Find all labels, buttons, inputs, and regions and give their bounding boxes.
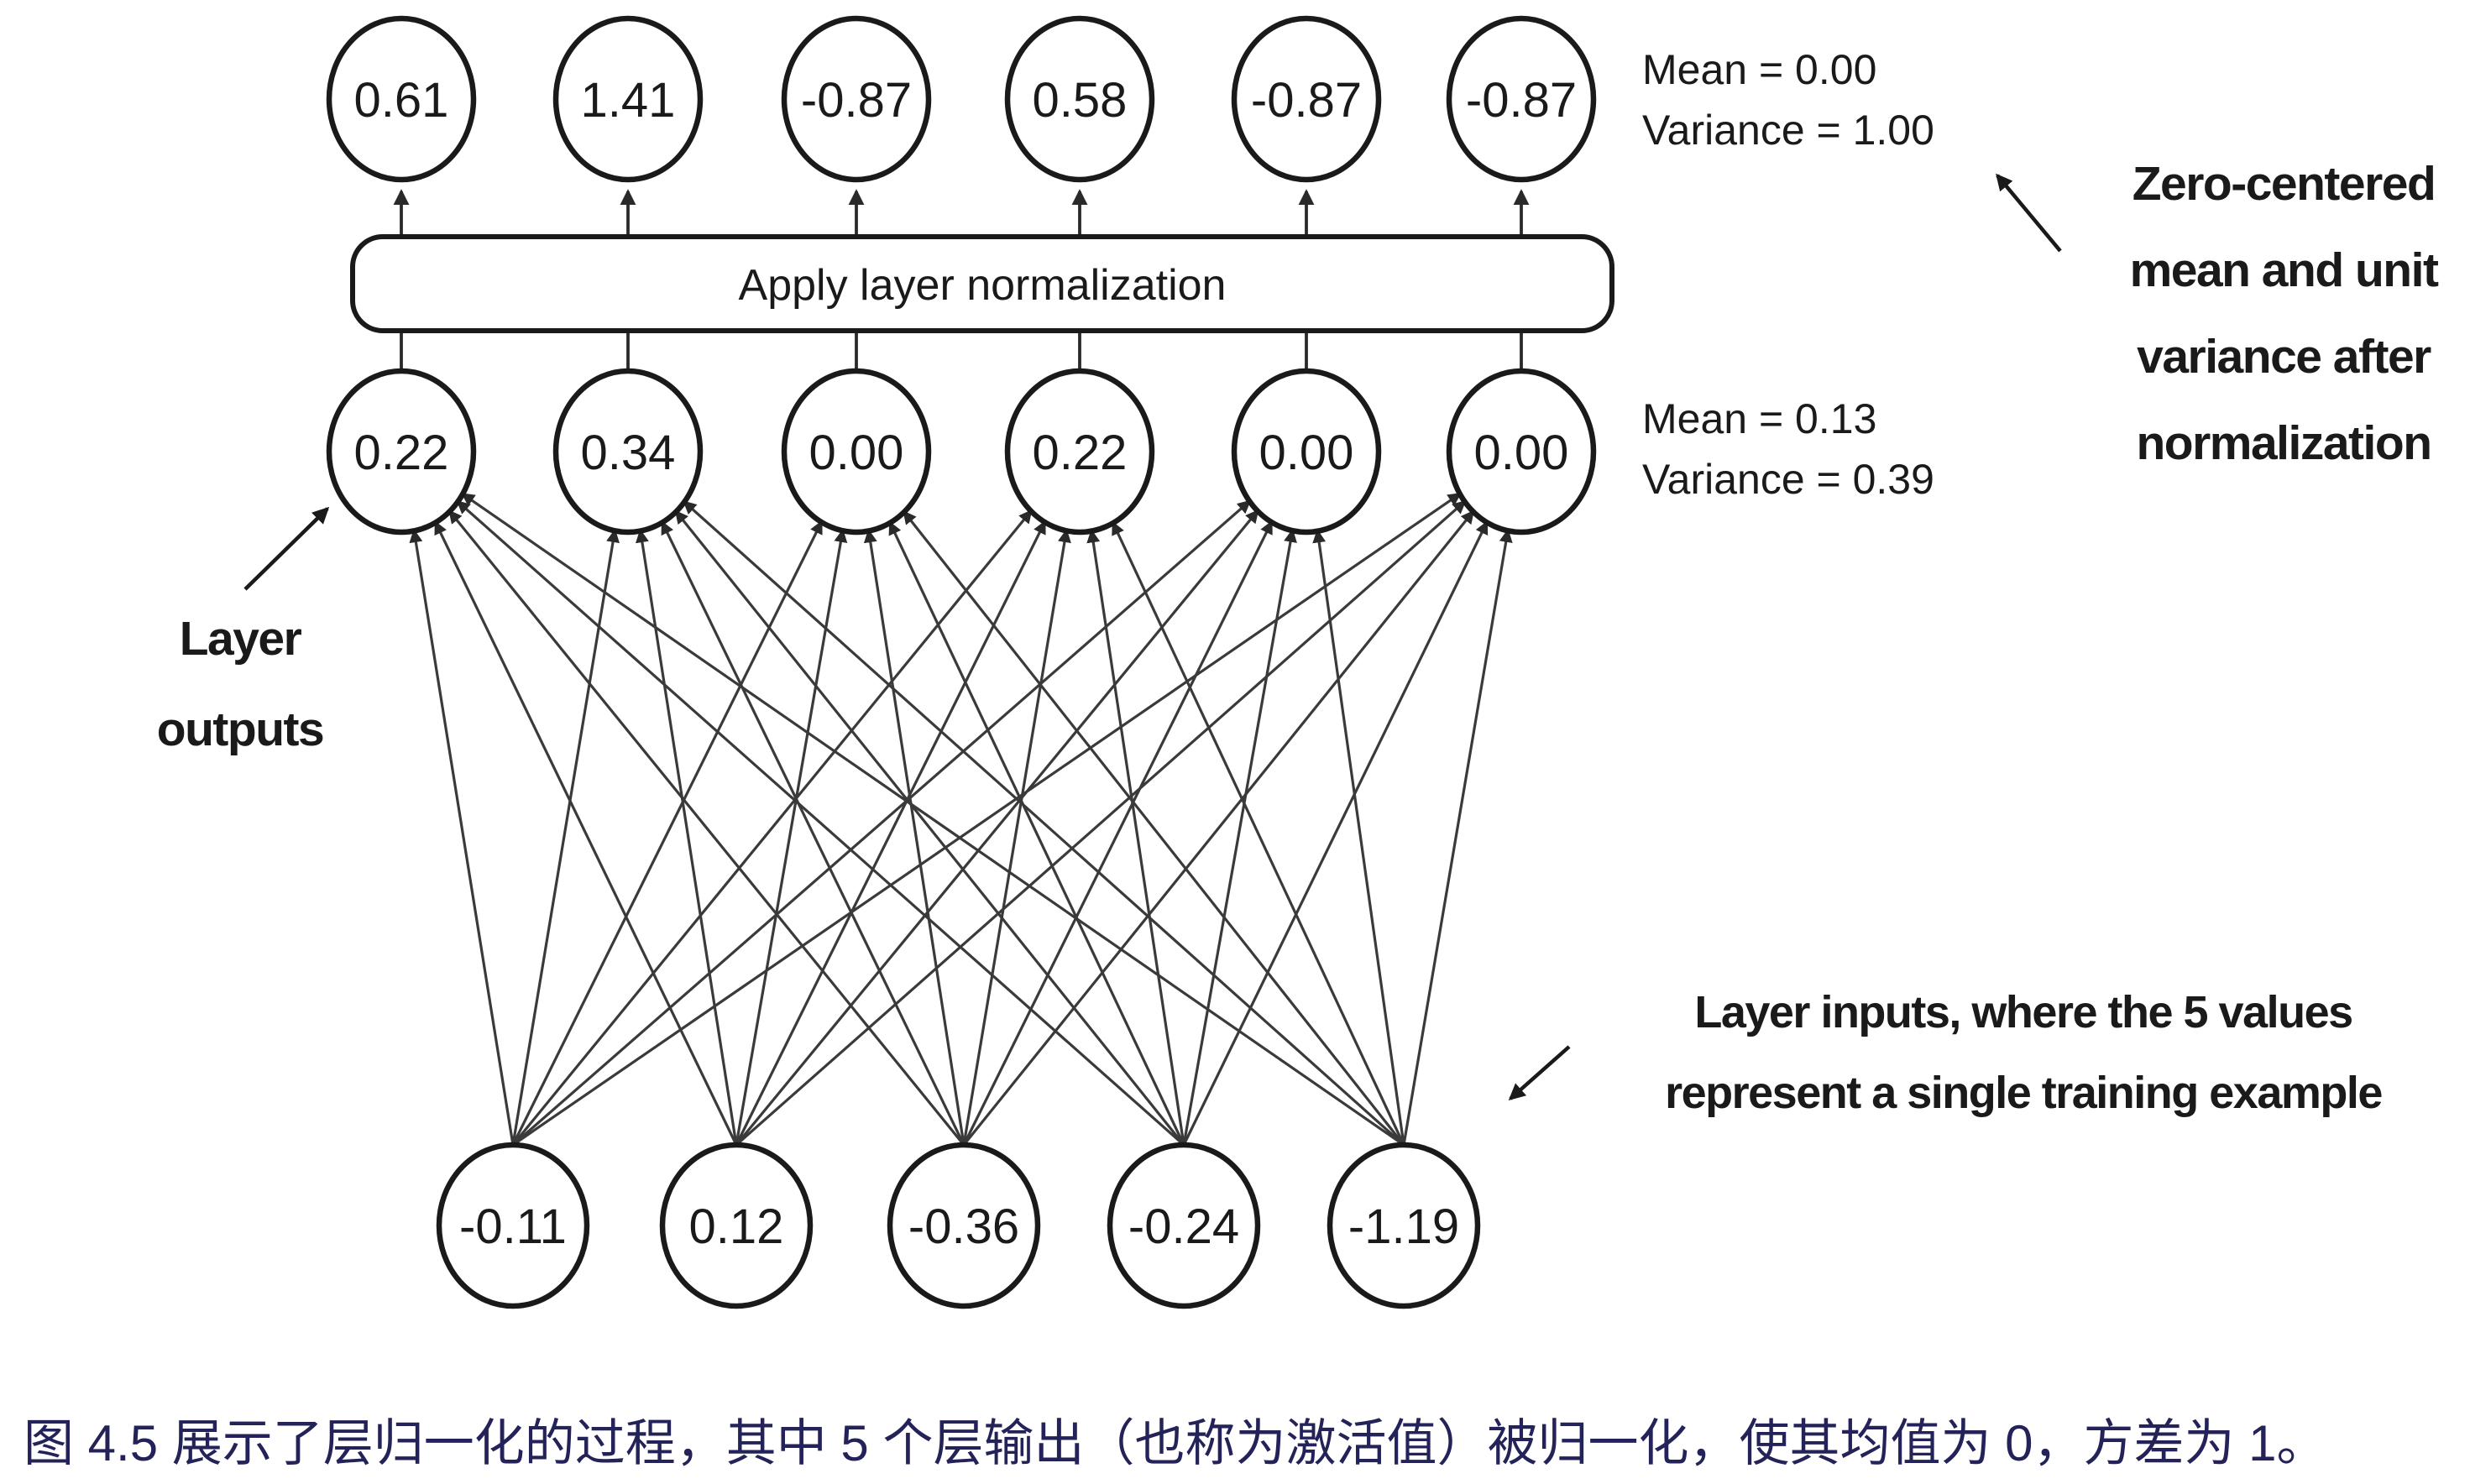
activation-value: 0.34 — [581, 426, 676, 480]
input-to-activation-edge — [1182, 528, 1297, 1146]
input-node: -0.24 — [1107, 1142, 1261, 1309]
input-value: 0.12 — [689, 1199, 784, 1254]
mean-before-label: Mean = 0.13 — [1642, 395, 1876, 442]
layer-inputs-annotation: Layer inputs, where the 5 values represe… — [1508, 987, 2384, 1118]
input-to-activation-edge — [512, 493, 1462, 1147]
annotation-line: Layer inputs, where the 5 values — [1694, 987, 2352, 1037]
annotation-line: outputs — [157, 703, 323, 756]
stats-after-normalization: Mean = 0.00 Variance = 1.00 — [1642, 46, 1934, 154]
activation-value: 0.22 — [354, 426, 449, 480]
input-node: 0.12 — [659, 1142, 814, 1309]
normalized-value: -0.87 — [1466, 73, 1577, 128]
zero-centered-annotation: Zero-centered mean and unit variance aft… — [1996, 157, 2440, 470]
mean-after-label: Mean = 0.00 — [1642, 46, 1876, 93]
activation-node: 0.34 — [552, 368, 704, 536]
input-to-activation-edge — [735, 520, 1046, 1146]
input-to-activation-edge — [1086, 529, 1185, 1146]
activation-node: 0.22 — [1004, 368, 1155, 536]
variance-before-label: Variance = 0.39 — [1642, 456, 1934, 503]
normalized-value: 1.41 — [581, 73, 676, 128]
input-to-activation-edge — [1312, 529, 1405, 1146]
input-to-activation-edge — [903, 510, 1405, 1146]
activation-value: 0.00 — [809, 426, 904, 480]
input-to-activation-edge — [674, 509, 1185, 1147]
layer-outputs-annotation: Layer outputs — [157, 506, 330, 756]
input-to-activation-edge — [962, 509, 1475, 1147]
annotation-line: Layer — [180, 612, 302, 666]
input-to-activation-edge — [461, 493, 1405, 1147]
normalized-value: 0.61 — [354, 73, 449, 128]
input-node: -0.36 — [887, 1142, 1041, 1309]
normalization-box-outline — [350, 234, 1614, 333]
input-value: -0.11 — [459, 1199, 567, 1254]
input-to-activation-edge — [409, 529, 515, 1146]
input-to-activation-edge — [735, 500, 1467, 1147]
input-node: -0.11 — [436, 1142, 590, 1309]
normalized-node: -0.87 — [1231, 15, 1382, 183]
apply-layer-normalization-box: Apply layer normalization — [350, 234, 1614, 333]
input-to-activation-edge — [456, 500, 1185, 1147]
activation-node: 0.22 — [326, 368, 477, 536]
input-to-activation-edge — [511, 499, 1252, 1147]
input-to-activation-edge — [962, 529, 1071, 1146]
input-to-activation-edge — [863, 529, 965, 1146]
input-to-activation-edge — [661, 520, 965, 1146]
input-value: -1.19 — [1348, 1199, 1459, 1254]
input-to-activation-edge — [1112, 520, 1405, 1146]
normalized-node: 0.58 — [1004, 15, 1155, 183]
annotation-line: variance after — [2137, 330, 2431, 384]
input-to-activation-edge — [635, 529, 738, 1146]
stats-before-normalization: Mean = 0.13 Variance = 0.39 — [1642, 395, 1934, 503]
input-to-activation-edge — [448, 509, 965, 1147]
input-to-activation-edge — [683, 500, 1405, 1147]
variance-after-label: Variance = 1.00 — [1642, 107, 1934, 154]
normalized-node: 1.41 — [552, 15, 704, 183]
activation-value: 0.00 — [1474, 426, 1569, 480]
figure-caption: 图 4.5 展示了层归一化的过程，其中 5 个层输出（也称为激活值）被归一化，使… — [24, 1415, 2327, 1471]
normalization-box-label: Apply layer normalization — [739, 261, 1227, 310]
input-to-activation-edge — [511, 520, 823, 1146]
layer-outputs-arrow — [243, 506, 330, 591]
input-to-activation-edge — [1182, 520, 1489, 1146]
normalized-value: -0.87 — [1251, 73, 1362, 128]
input-output-connections — [409, 493, 1513, 1147]
activation-value: 0.22 — [1033, 426, 1128, 480]
zero-centered-arrow — [1996, 173, 2062, 253]
activation-value: 0.00 — [1259, 426, 1354, 480]
normalized-value: -0.87 — [801, 73, 912, 128]
normalized-node: -0.87 — [1446, 15, 1597, 183]
normalized-node: -0.87 — [781, 15, 932, 183]
input-to-activation-edge — [1402, 528, 1513, 1146]
layer-input-nodes: -0.11 0.12 -0.36 -0.24 -1.19 — [436, 1142, 1481, 1309]
normalized-output-nodes: 0.61 1.41 -0.87 0.58 -0.87 -0.87 — [326, 15, 1597, 183]
annotation-line: represent a single training example — [1665, 1068, 2382, 1118]
activation-node: 0.00 — [1446, 368, 1597, 536]
annotation-line: mean and unit — [2130, 243, 2439, 297]
input-to-activation-edge — [735, 528, 848, 1146]
activation-node: 0.00 — [781, 368, 932, 536]
input-to-activation-edge — [962, 520, 1273, 1146]
annotation-line: Zero-centered — [2132, 157, 2436, 211]
input-to-activation-edge — [888, 520, 1185, 1146]
input-node: -1.19 — [1327, 1142, 1481, 1309]
input-to-activation-edge — [434, 520, 738, 1146]
normalization-links — [393, 189, 1530, 371]
layer-output-nodes: 0.22 0.34 0.00 0.22 0.00 0.00 — [326, 368, 1597, 536]
layer-inputs-arrow — [1508, 1045, 1571, 1100]
normalized-value: 0.58 — [1033, 73, 1128, 128]
normalized-node: 0.61 — [326, 15, 477, 183]
annotation-line: normalization — [2136, 416, 2431, 470]
input-to-activation-edge — [511, 509, 1033, 1147]
input-to-activation-edge — [511, 529, 620, 1146]
input-value: -0.24 — [1128, 1199, 1239, 1254]
input-value: -0.36 — [908, 1199, 1019, 1254]
activation-node: 0.00 — [1231, 368, 1382, 536]
input-to-activation-edge — [735, 509, 1259, 1147]
